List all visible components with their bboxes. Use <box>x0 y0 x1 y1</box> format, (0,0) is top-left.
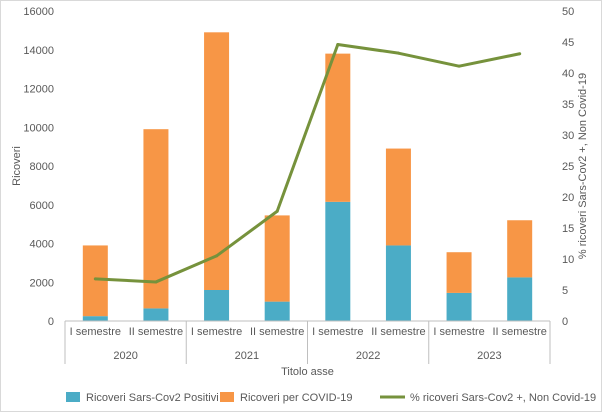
y-right-tick-label: 20 <box>562 192 574 204</box>
line-point <box>215 254 219 258</box>
x-group-label: 2022 <box>356 350 380 362</box>
y-right-tick-label: 50 <box>562 6 574 18</box>
bar-positivi <box>143 308 169 321</box>
x-tick-label: II semestre <box>250 326 304 338</box>
x-group-label: 2023 <box>477 350 501 362</box>
legend-label: % ricoveri Sars-Cov2 +, Non Covid-19 <box>410 392 596 404</box>
y-right-tick-label: 35 <box>562 99 574 111</box>
y-right-tick-label: 0 <box>562 316 568 328</box>
x-tick-label: II semestre <box>492 326 546 338</box>
y-right-tick-label: 5 <box>562 285 568 297</box>
bar-covid19 <box>264 215 290 302</box>
bar-positivi <box>446 292 472 321</box>
x-group-label: 2021 <box>235 350 259 362</box>
y-right-tick-label: 30 <box>562 130 574 142</box>
x-tick-label: II semestre <box>371 326 425 338</box>
x-tick-label: I semestre <box>70 326 121 338</box>
bar-covid19 <box>385 148 411 246</box>
legend-swatch <box>66 392 80 402</box>
bar-covid19 <box>204 32 230 290</box>
x-tick-label: I semestre <box>312 326 363 338</box>
y-right-tick-label: 25 <box>562 161 574 173</box>
x-group-label: 2020 <box>113 350 137 362</box>
bar-positivi <box>82 316 108 321</box>
x-tick-label: II semestre <box>129 326 183 338</box>
x-tick-label: I semestre <box>191 326 242 338</box>
line-point <box>396 51 400 55</box>
bar-positivi <box>325 201 351 321</box>
bar-covid19 <box>82 245 108 317</box>
legend-label: Ricoveri Sars-Cov2 Positivi <box>86 392 219 404</box>
line-point <box>518 52 522 56</box>
line-point <box>336 42 340 46</box>
y-left-tick-label: 0 <box>48 316 54 328</box>
y-left-tick-label: 8000 <box>30 161 54 173</box>
y-right-tick-label: 10 <box>562 254 574 266</box>
line-point <box>93 277 97 281</box>
y-left-tick-label: 10000 <box>23 122 54 134</box>
bar-positivi <box>507 277 533 321</box>
y-right-axis-title: % ricoveri Sars-Cov2 +, Non Covid-19 <box>577 73 589 259</box>
y-right-tick-label: 15 <box>562 223 574 235</box>
legend-swatch <box>220 392 234 402</box>
x-tick-label: I semestre <box>433 326 484 338</box>
bar-positivi <box>385 245 411 321</box>
line-point <box>275 209 279 213</box>
line-point <box>457 64 461 68</box>
y-left-tick-label: 6000 <box>30 200 54 212</box>
y-left-tick-label: 16000 <box>23 6 54 18</box>
bar-covid19 <box>325 53 351 202</box>
bar-positivi <box>264 301 290 321</box>
line-percent-series <box>95 42 520 284</box>
line-point <box>154 280 158 284</box>
y-left-tick-label: 2000 <box>30 277 54 289</box>
bar-positivi <box>204 290 230 321</box>
y-left-tick-label: 4000 <box>30 239 54 251</box>
y-right-tick-label: 40 <box>562 68 574 80</box>
y-left-tick-label: 12000 <box>23 84 54 96</box>
y-left-axis-title: Ricoveri <box>11 146 23 186</box>
y-right-tick-label: 45 <box>562 37 574 49</box>
x-axis-title: Titolo asse <box>281 366 334 378</box>
bar-covid19 <box>446 252 472 293</box>
bar-covid19 <box>507 220 533 278</box>
legend-label: Ricoveri per COVID-19 <box>240 392 352 404</box>
y-left-tick-label: 14000 <box>23 45 54 57</box>
